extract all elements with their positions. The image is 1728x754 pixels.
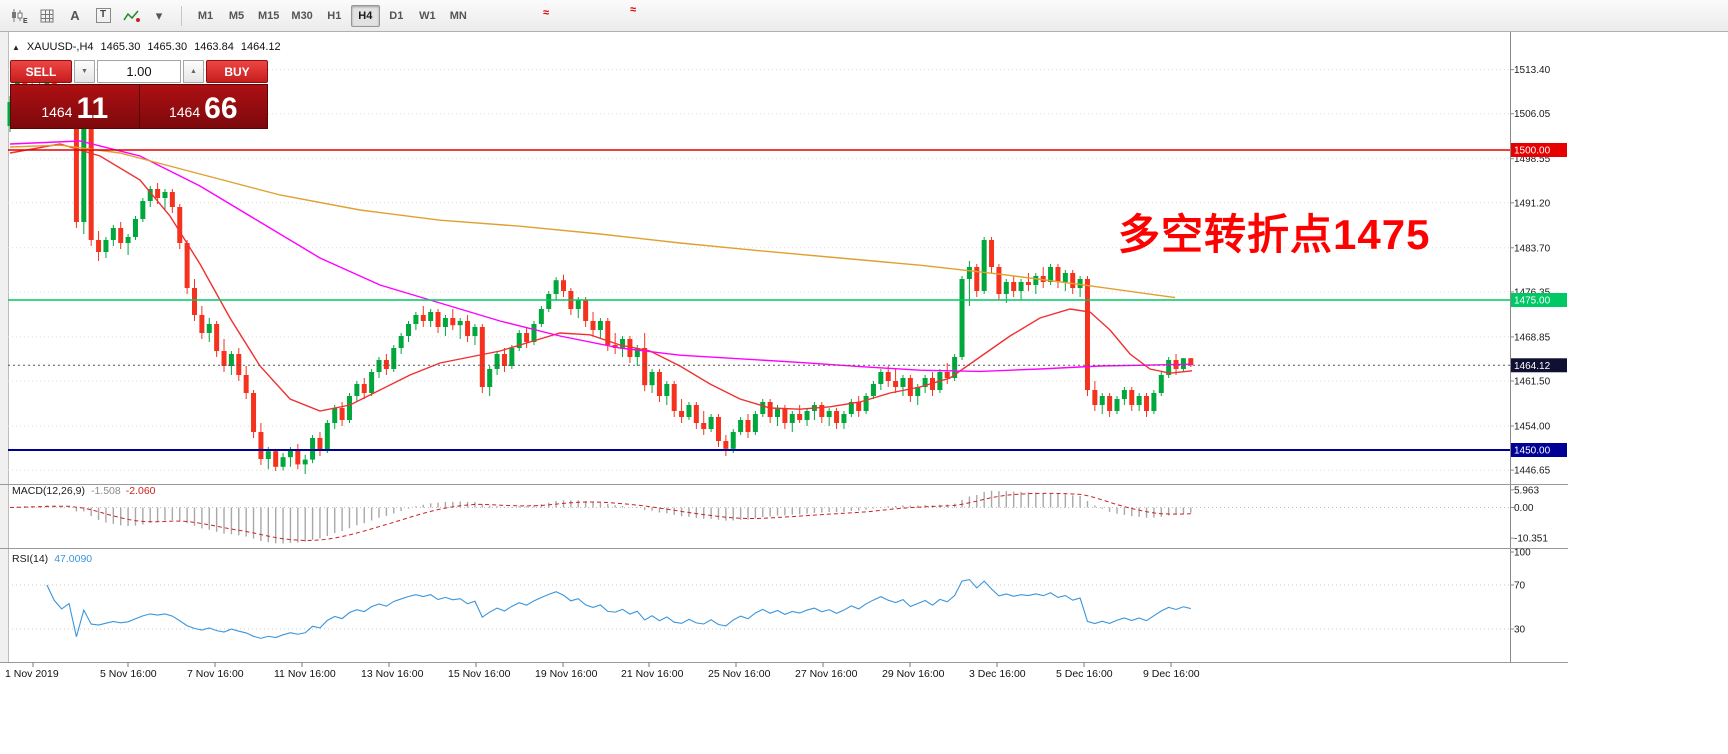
svg-text:1468.85: 1468.85 [1514,332,1551,343]
timeframe-group: M1 M5 M15 M30 H1 H4 D1 W1 MN [191,4,473,27]
timeframe-mn[interactable]: MN [449,9,467,22]
svg-text:1454.00: 1454.00 [1514,422,1551,433]
timeframe-h1[interactable]: H1 [327,9,342,22]
candlestick-chart-icon: E [12,8,28,24]
bid-price-display: 1464 11 [11,85,139,128]
rsi-pane: 100 70 30 RSI(14) 47.0090 [8,548,1531,639]
ask-price-display: 1464 66 [138,85,267,128]
time-axis[interactable]: 1 Nov 2019 5 Nov 16:00 7 Nov 16:00 11 Nov 1… [0,662,1568,685]
svg-text:1450.00: 1450.00 [1514,446,1551,457]
svg-text:100: 100 [1514,548,1531,559]
pane-separators[interactable] [0,484,1568,663]
svg-text:15 Nov 16:00: 15 Nov 16:00 [448,668,511,680]
ohlc-open: 1465.30 [100,41,141,53]
svg-text:27 Nov 16:00: 27 Nov 16:00 [795,668,858,680]
svg-text:-10.351: -10.351 [1514,534,1548,545]
svg-text:1464.12: 1464.12 [1514,361,1551,372]
svg-text:1513.40: 1513.40 [1514,65,1551,76]
chart-header: ▲ XAUUSD-,H4 1465.30 1465.30 1463.84 146… [12,41,281,53]
svg-text:1498.55: 1498.55 [1514,154,1551,165]
chart-annotation-text: 多空转折点1475 [1118,211,1431,258]
ohlc-low: 1463.84 [194,41,234,53]
price-grid [8,69,1510,471]
svg-text:5 Nov 16:00: 5 Nov 16:00 [100,668,157,680]
svg-text:1500.00: 1500.00 [1514,146,1551,157]
svg-text:1483.70: 1483.70 [1514,243,1551,254]
svg-text:1 Nov 2019: 1 Nov 2019 [5,668,59,680]
window-frame [0,32,1568,684]
macd-pane: 5.963 0.00 -10.351 MACD(12,26,9) -1.508 -2.06… [8,485,1548,545]
chart-canvas[interactable]: 1513.40 1506.05 1498.55 1491.20 1483.70 1476.… [0,32,1568,684]
bid-price-whole: 1464 [41,104,73,120]
svg-text:25 Nov 16:00: 25 Nov 16:00 [708,668,771,680]
svg-text:5 Dec 16:00: 5 Dec 16:00 [1056,668,1113,680]
red-scribble-mark: ≈ [543,7,550,19]
grid-glyph-icon [40,9,54,22]
timeframe-m30[interactable]: M30 [291,9,313,22]
svg-text:7 Nov 16:00: 7 Nov 16:00 [187,668,244,680]
svg-text:1446.65: 1446.65 [1514,466,1551,477]
svg-text:0.00: 0.00 [1514,503,1534,514]
ohlc-close: 1464.12 [240,41,281,53]
timeframe-w1[interactable]: W1 [419,9,436,22]
indicators-icon[interactable] [118,4,144,28]
timeframe-h4[interactable]: H4 [350,4,380,27]
grid-icon[interactable] [34,4,60,28]
svg-text:21 Nov 16:00: 21 Nov 16:00 [621,668,684,680]
text-box-icon[interactable]: T [90,4,116,28]
volume-increase-button[interactable]: ▲ [183,60,204,83]
moving-averages [9,140,1193,412]
timeframe-m15[interactable]: M15 [258,9,280,22]
one-click-toggle-icon[interactable]: ▲ [12,42,20,52]
annotation-a-icon[interactable]: A [70,8,80,23]
svg-text:70: 70 [1514,581,1526,592]
symbol-period-label: XAUUSD-,H4 [26,41,94,53]
svg-text:1475.00: 1475.00 [1514,296,1551,307]
boxed-t-glyph: T [95,8,111,23]
ask-price-pips: 66 [204,92,238,125]
svg-text:1476.35: 1476.35 [1514,287,1551,298]
svg-text:1506.05: 1506.05 [1514,109,1551,120]
indicator-zigzag-icon [122,10,140,22]
svg-text:3 Dec 16:00: 3 Dec 16:00 [969,668,1026,680]
chart-window-icon[interactable]: E [6,4,32,28]
toolbar-separator [181,5,182,26]
ohlc-high: 1465.30 [147,41,188,53]
volume-decrease-button[interactable]: ▼ [74,60,95,83]
svg-text:29 Nov 16:00: 29 Nov 16:00 [882,668,945,680]
horizontal-levels[interactable] [8,149,1510,451]
timeframe-m5[interactable]: M5 [228,9,245,22]
svg-text:MACD(12,26,9)-1.508-2.060: MACD(12,26,9) -1.508 -2.060 [12,485,156,497]
candles-layer [7,69,1194,474]
buy-button[interactable]: BUY [206,60,268,83]
red-scribble-mark: ≈ [630,4,637,16]
svg-text:30: 30 [1514,625,1526,636]
timeframe-d1[interactable]: D1 [389,9,404,22]
price-axis[interactable]: 1513.40 1506.05 1498.55 1491.20 1483.70 1476.… [1510,32,1568,684]
bid-price-pips: 11 [76,92,109,125]
sell-button[interactable]: SELL [10,60,72,83]
svg-text:1461.50: 1461.50 [1514,377,1551,388]
dropdown-caret-icon[interactable]: ▾ [155,7,163,23]
one-click-trading-panel: SELL ▼ ▲ BUY 1464 11 1464 66 [10,60,268,129]
svg-text:13 Nov 16:00: 13 Nov 16:00 [361,668,424,680]
svg-text:1491.20: 1491.20 [1514,198,1551,209]
svg-text:5.963: 5.963 [1514,485,1539,496]
toolbar: E A T ▾ M1 M5 M15 M30 H1 H4 D1 W1 MN ≈ ≈ [0,0,1728,32]
svg-text:RSI(14)47.0090: RSI(14) 47.0090 [12,553,92,565]
svg-text:19 Nov 16:00: 19 Nov 16:00 [535,668,598,680]
svg-text:9 Dec 16:00: 9 Dec 16:00 [1143,668,1200,680]
timeframe-m1[interactable]: M1 [197,9,214,22]
svg-text:11 Nov 16:00: 11 Nov 16:00 [274,668,336,680]
ask-price-whole: 1464 [168,104,201,120]
svg-text:E: E [23,18,28,24]
volume-input[interactable] [97,60,181,83]
